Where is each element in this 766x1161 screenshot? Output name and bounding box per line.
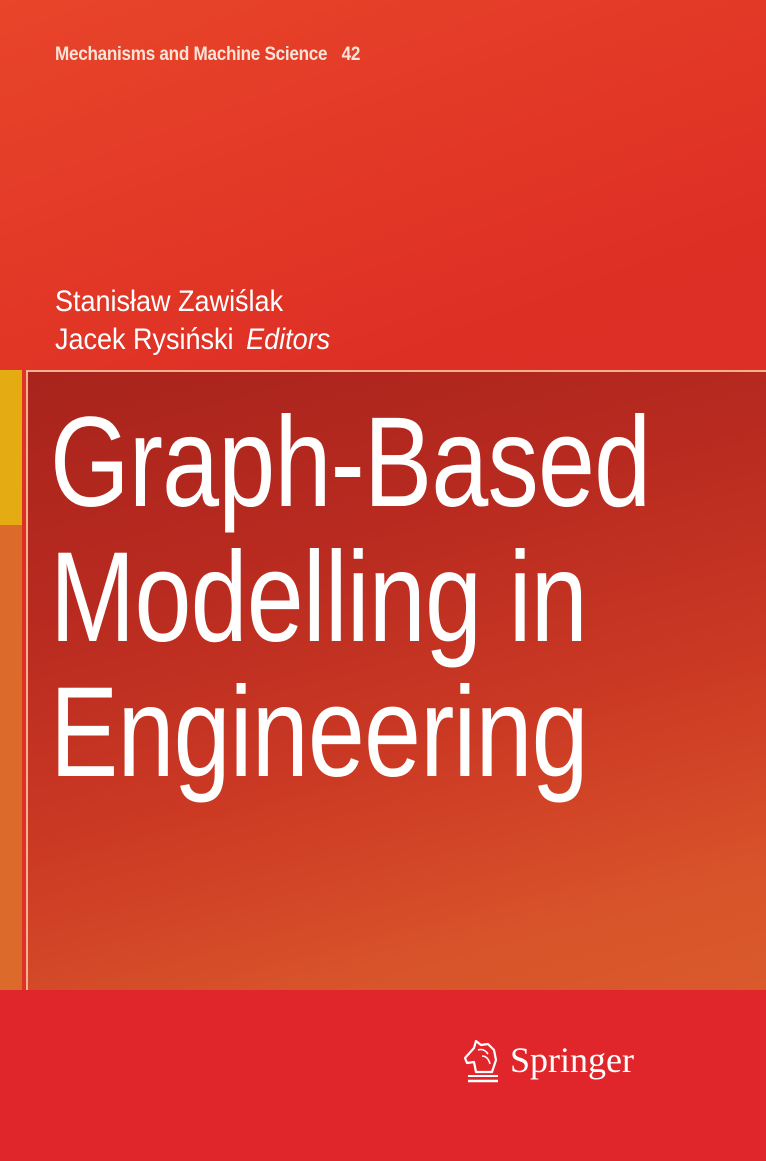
title-line: Modelling in xyxy=(50,526,588,669)
editors: Stanisław Zawiślak Jacek Rysiński Editors xyxy=(55,283,330,359)
series-label: Mechanisms and Machine Science 42 xyxy=(55,44,360,66)
accent-bar xyxy=(0,370,22,525)
title-line: Graph-Based xyxy=(50,391,651,534)
series-number: 42 xyxy=(341,44,361,65)
title-panel xyxy=(26,370,766,990)
book-title: Graph-Based Modelling in Engineering xyxy=(50,391,651,804)
title-line: Engineering xyxy=(50,661,589,804)
editors-role: Editors xyxy=(246,323,331,356)
publisher-name: Springer xyxy=(510,1040,634,1080)
side-bar xyxy=(0,525,22,990)
series-name: Mechanisms and Machine Science xyxy=(55,44,328,65)
bottom-band xyxy=(0,990,766,1161)
editor-name: Jacek Rysiński xyxy=(55,323,234,356)
knight-chess-icon xyxy=(463,1039,498,1083)
publisher-logo: Springer xyxy=(462,1036,634,1084)
editor-name: Stanisław Zawiślak xyxy=(55,285,284,318)
